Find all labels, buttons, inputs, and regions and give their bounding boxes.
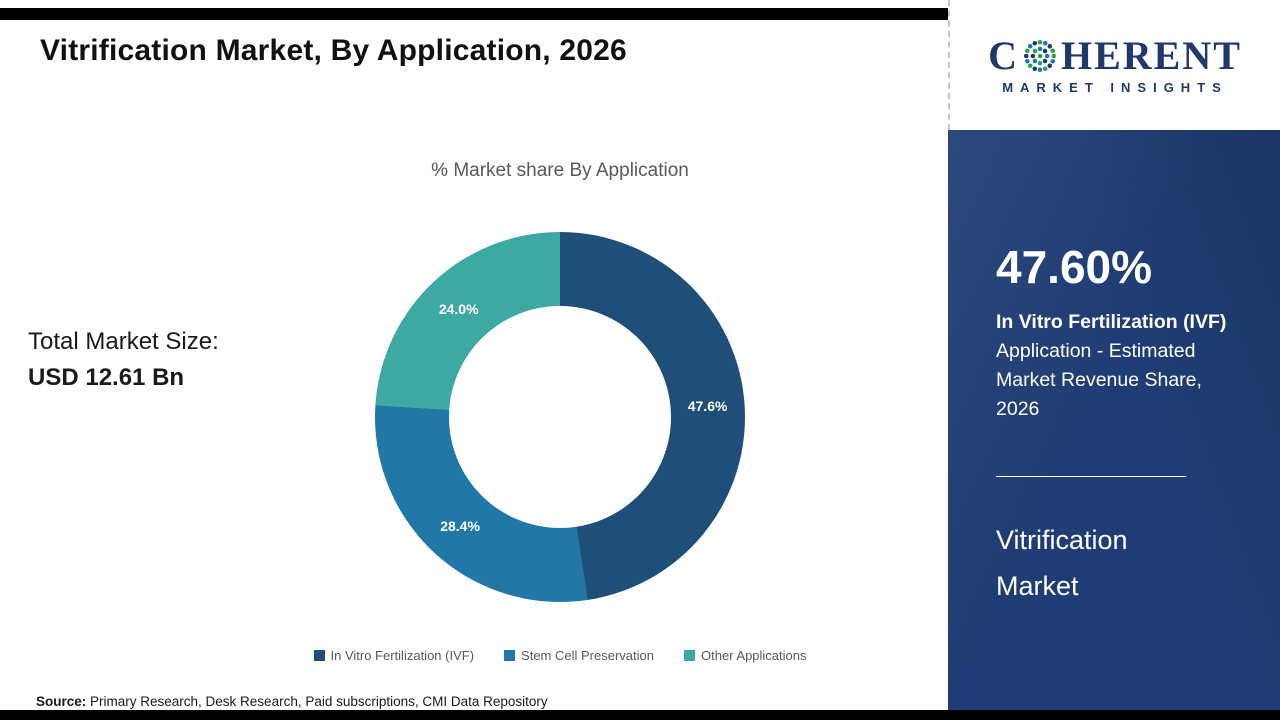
dot-globe-icon <box>1023 39 1057 72</box>
panel-divider <box>996 476 1186 477</box>
legend-label: Other Applications <box>700 648 807 663</box>
source-label: Source: <box>36 694 87 709</box>
logo-letter-c: C <box>988 32 1019 78</box>
source-line: Source: Primary Research, Desk Research,… <box>36 694 548 709</box>
legend-item: Stem Cell Preservation <box>504 648 654 663</box>
legend-item: In Vitro Fertilization (IVF) <box>313 648 475 663</box>
brand-logo-wordmark: C HERENT <box>988 32 1242 78</box>
donut-chart: 47.6% 28.4% 24.0% <box>375 232 745 602</box>
highlight-description-rest: Application - Estimated Market Revenue S… <box>996 340 1202 420</box>
brand-logo-subtext: MARKET INSIGHTS <box>1002 79 1228 95</box>
legend-swatch <box>683 650 695 661</box>
total-market-block: Total Market Size: USD 12.61 Bn <box>28 328 219 392</box>
total-market-label: Total Market Size: <box>28 328 219 355</box>
highlight-description: In Vitro Fertilization (IVF) Application… <box>996 308 1248 424</box>
highlight-side-panel: 47.60% In Vitro Fertilization (IVF) Appl… <box>948 130 1280 710</box>
panel-market-title-line1: Vitrification <box>996 525 1128 555</box>
logo-letters-rest: HERENT <box>1060 32 1242 78</box>
brand-logo: C HERENT MARKET INSIGHTS <box>948 0 1280 130</box>
bottom-black-bar <box>0 710 1280 720</box>
highlight-description-bold: In Vitro Fertilization (IVF) <box>996 311 1227 333</box>
legend-label: Stem Cell Preservation <box>521 648 654 663</box>
side-panel-content: 47.60% In Vitro Fertilization (IVF) Appl… <box>948 130 1280 609</box>
chart-legend: In Vitro Fertilization (IVF) Stem Cell Pr… <box>160 648 960 663</box>
donut-hole <box>449 306 671 528</box>
legend-label: In Vitro Fertilization (IVF) <box>330 648 475 663</box>
source-text: Primary Research, Desk Research, Paid su… <box>86 694 548 709</box>
legend-swatch <box>504 650 516 661</box>
pie-slice-label: 24.0% <box>438 301 479 318</box>
top-black-bar <box>0 8 948 20</box>
pie-slice-label: 28.4% <box>440 518 480 535</box>
panel-market-title: Vitrification Market <box>996 517 1246 609</box>
legend-item: Other Applications <box>683 648 807 663</box>
legend-swatch <box>313 650 325 661</box>
highlight-percentage: 47.60% <box>996 241 1153 293</box>
chart-title: % Market share By Application <box>431 160 689 181</box>
panel-market-title-line2: Market <box>996 571 1079 601</box>
pie-slice-label: 47.6% <box>687 397 728 414</box>
page-title: Vitrification Market, By Application, 20… <box>40 34 627 67</box>
total-market-value: USD 12.61 Bn <box>28 364 185 391</box>
